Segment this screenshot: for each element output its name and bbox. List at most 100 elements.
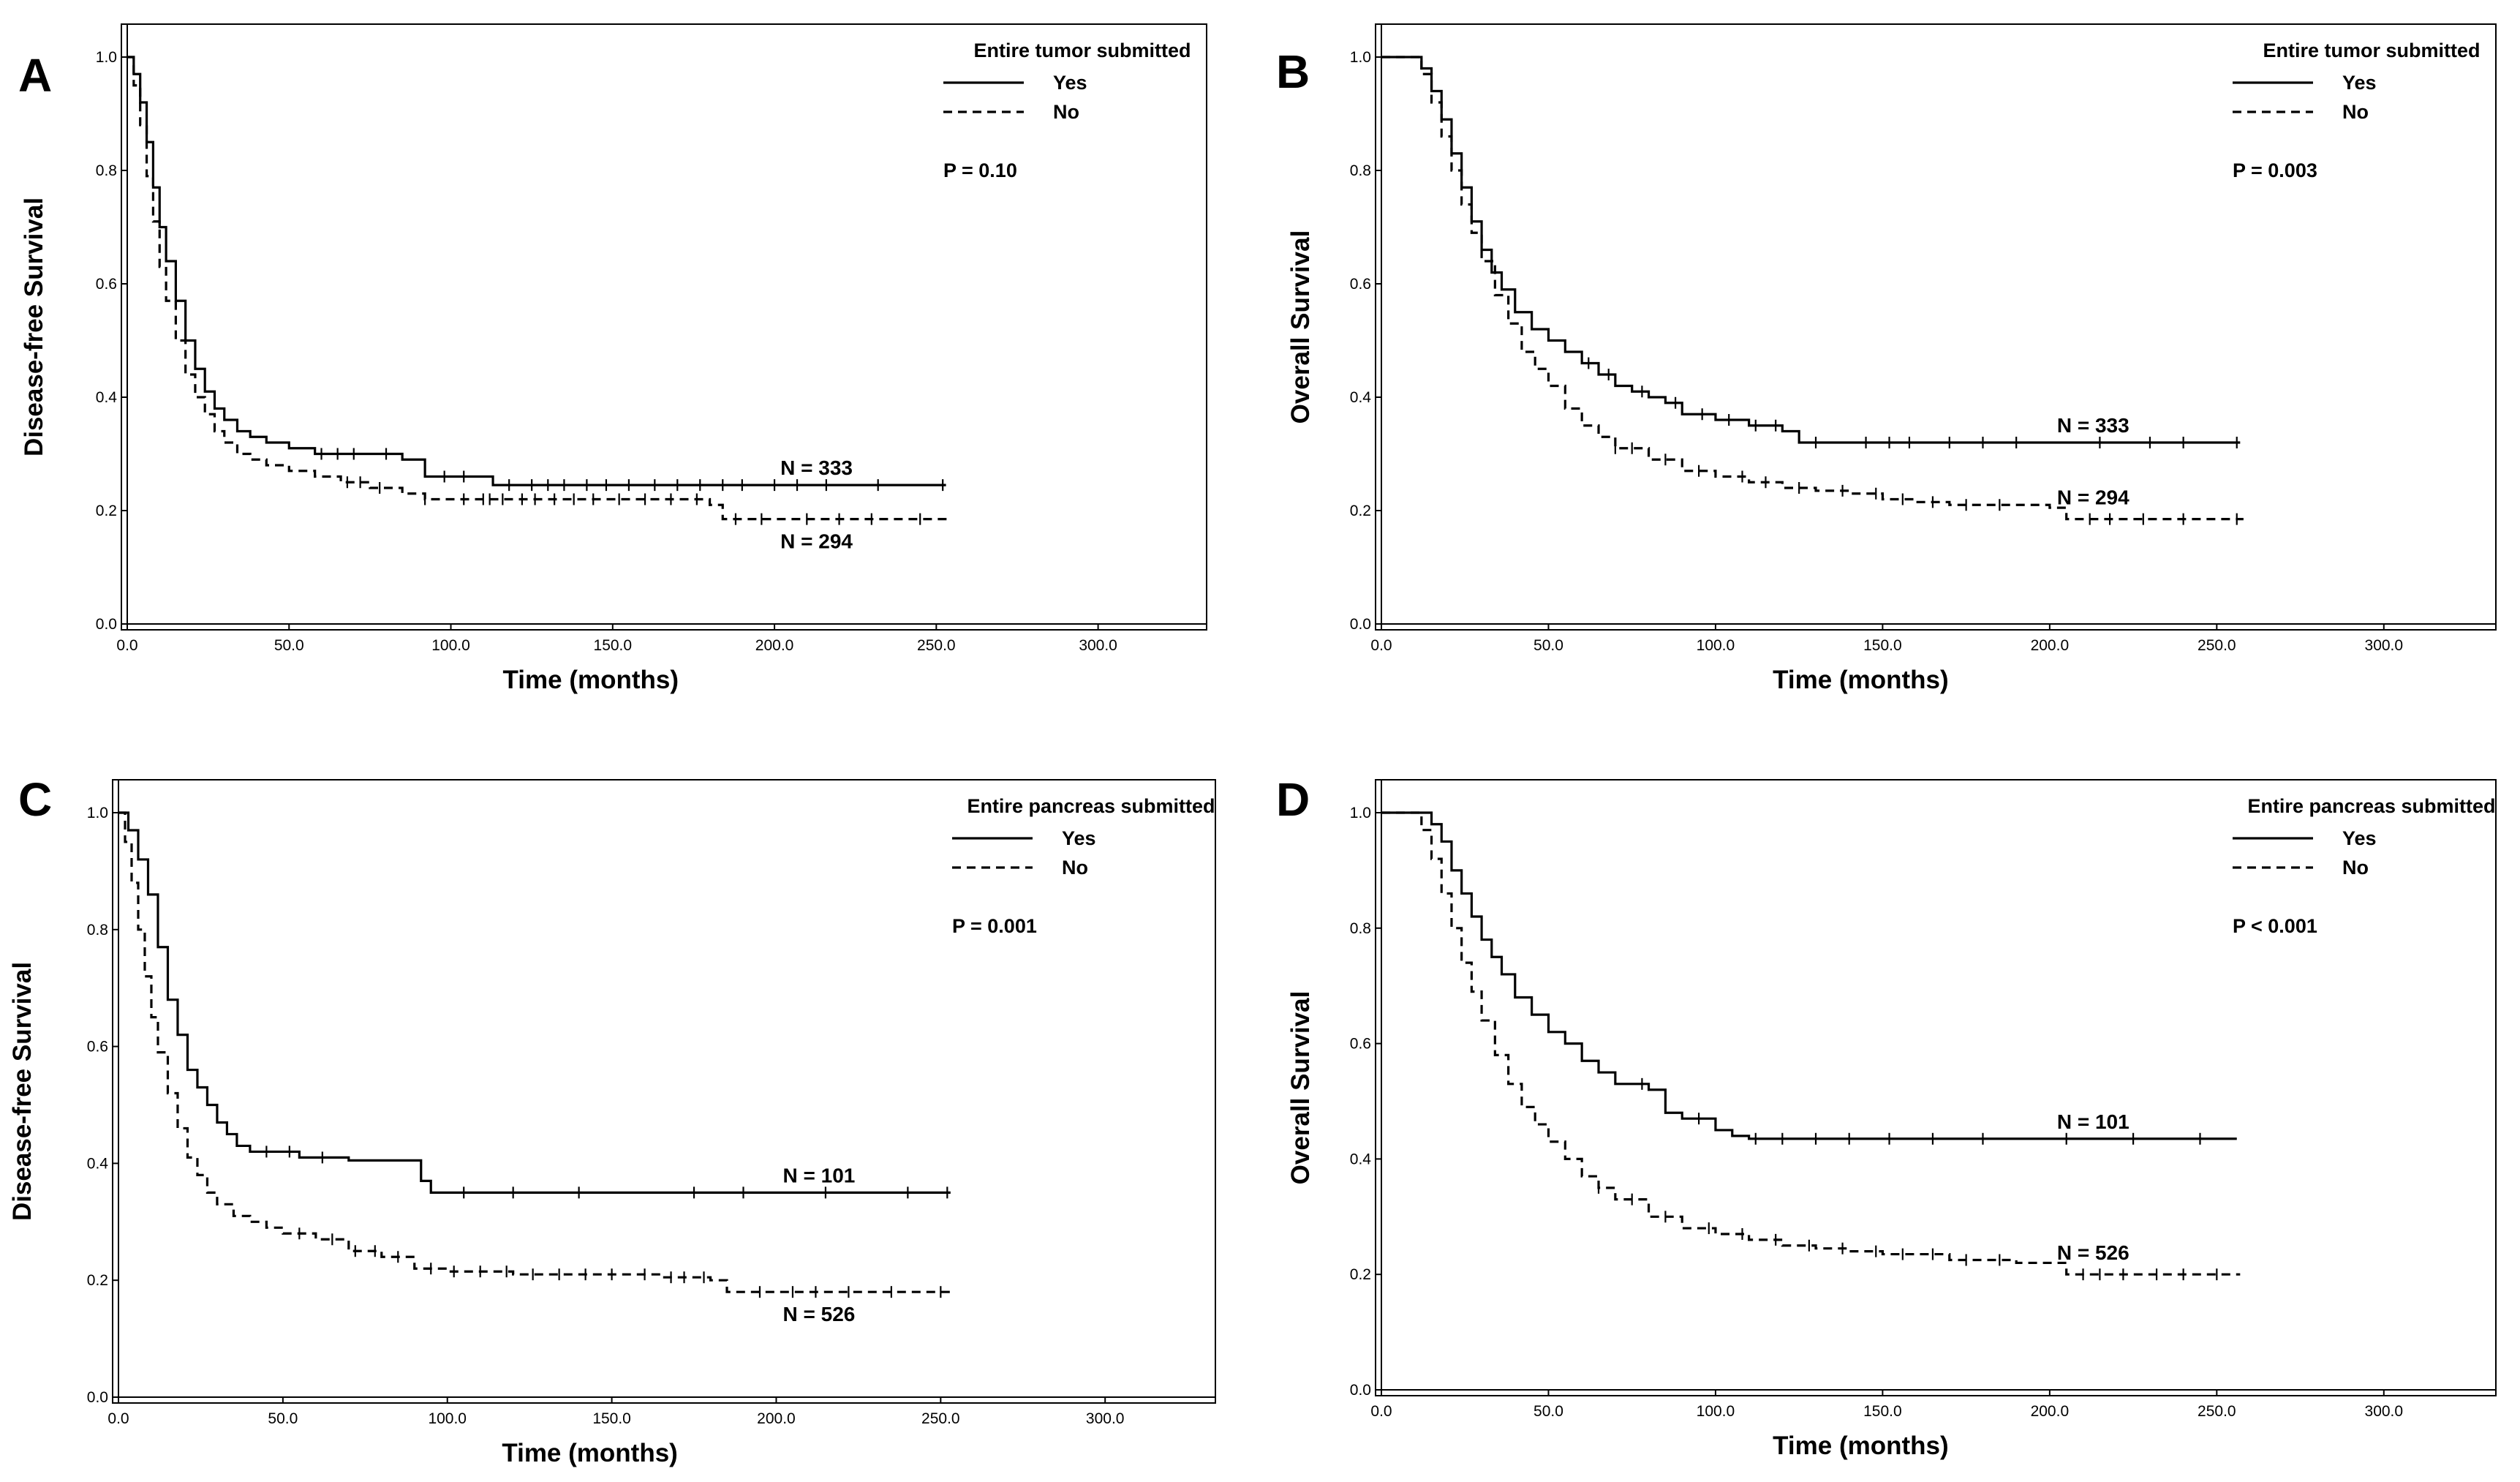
y-tick-label: 0.4: [96, 389, 118, 406]
n-label-no: N = 526: [2057, 1241, 2129, 1264]
y-tick-label: 0.8: [87, 922, 108, 939]
x-tick-label: 150.0: [1863, 1403, 1902, 1420]
legend-label-no: No: [2342, 857, 2369, 879]
x-tick-label: 50.0: [274, 637, 304, 654]
x-tick-label: 0.0: [107, 1410, 129, 1427]
panel-letter: C: [18, 773, 52, 826]
survival-curve-yes: [127, 56, 946, 486]
y-tick-label: 0.8: [1350, 920, 1371, 937]
x-tick-label: 50.0: [1533, 1403, 1563, 1420]
survival-curve-yes: [1381, 56, 2241, 444]
x-tick-label: 50.0: [1533, 637, 1563, 654]
survival-curve-no: [118, 811, 954, 1293]
y-tick-label: 0.2: [1350, 1266, 1371, 1283]
x-axis-title: Time (months): [1773, 1432, 1948, 1460]
y-tick-label: 0.8: [96, 162, 117, 179]
y-tick-label: 0.4: [87, 1155, 109, 1172]
x-tick-label: 0.0: [1370, 1403, 1392, 1420]
y-tick-label: 0.0: [87, 1389, 108, 1406]
p-value: P = 0.10: [943, 159, 1017, 181]
y-axis-title: Disease-free Survival: [8, 962, 37, 1221]
legend-label-no: No: [2342, 101, 2369, 123]
x-tick-label: 100.0: [431, 637, 470, 654]
plot-frame: [1375, 23, 2497, 631]
n-label-yes: N = 333: [2057, 414, 2129, 437]
n-label-yes: N = 333: [780, 456, 853, 479]
plot-frame: [112, 779, 1216, 1404]
plot-frame: [121, 23, 1207, 631]
n-label-yes: N = 101: [2057, 1110, 2129, 1133]
x-tick-label: 100.0: [428, 1410, 467, 1427]
legend-title: Entire tumor submitted: [973, 40, 1191, 61]
legend-title: Entire pancreas submitted: [2247, 795, 2495, 817]
y-axis-title: Overall Survival: [1286, 991, 1315, 1185]
x-tick-label: 200.0: [755, 637, 794, 654]
y-axis-title: Disease-free Survival: [20, 198, 48, 456]
y-tick-label: 0.6: [1350, 1036, 1371, 1053]
n-label-no: N = 294: [780, 530, 853, 553]
p-value: P = 0.001: [952, 915, 1037, 937]
x-axis-title: Time (months): [502, 1439, 677, 1467]
legend-title: Entire tumor submitted: [2263, 40, 2480, 61]
survival-curve-no: [1381, 56, 2244, 521]
panel-a: A 0.0 0.2 0.4 0.6 0.8 1.0 0.0 50.0 100.0 150.0 200.…: [18, 23, 1207, 694]
legend-title: Entire pancreas submitted: [967, 795, 1215, 817]
legend-label-yes: Yes: [2342, 72, 2377, 94]
x-tick-label: 300.0: [1086, 1410, 1125, 1427]
x-tick-label: 0.0: [1370, 637, 1392, 654]
n-label-yes: N = 101: [783, 1164, 856, 1186]
y-tick-label: 1.0: [1350, 805, 1371, 821]
x-tick-label: 150.0: [1863, 637, 1902, 654]
y-tick-label: 0.0: [96, 616, 117, 633]
x-axis-title: Time (months): [503, 666, 679, 694]
x-tick-label: 150.0: [594, 637, 633, 654]
survival-curve-no: [127, 56, 950, 521]
y-tick-label: 0.6: [87, 1039, 108, 1056]
legend-label-no: No: [1062, 857, 1088, 879]
x-axis-title: Time (months): [1773, 666, 1948, 694]
n-label-no: N = 294: [2057, 486, 2129, 509]
x-tick-label: 250.0: [917, 637, 956, 654]
y-axis-title: Overall Survival: [1286, 230, 1315, 424]
x-tick-label: 250.0: [2198, 637, 2236, 654]
y-tick-label: 0.8: [1350, 162, 1371, 179]
x-tick-label: 300.0: [1079, 637, 1117, 654]
x-tick-label: 300.0: [2365, 1403, 2404, 1420]
panel-letter: B: [1276, 45, 1310, 98]
survival-curve-yes: [118, 811, 951, 1194]
y-tick-label: 1.0: [96, 49, 117, 66]
panel-letter: A: [18, 49, 52, 102]
plot-frame: [1375, 779, 2497, 1396]
x-tick-label: 150.0: [592, 1410, 631, 1427]
x-tick-label: 100.0: [1697, 637, 1735, 654]
x-tick-label: 250.0: [921, 1410, 960, 1427]
legend-label-yes: Yes: [1062, 827, 1096, 849]
p-value: P < 0.001: [2233, 915, 2317, 937]
y-tick-label: 1.0: [87, 805, 108, 821]
panel-letter: D: [1276, 773, 1310, 826]
y-tick-label: 0.2: [87, 1272, 108, 1289]
x-tick-label: 250.0: [2198, 1403, 2236, 1420]
y-tick-label: 0.6: [1350, 276, 1371, 293]
panel-d: D 0.0 0.2 0.4 0.6 0.8 1.0 0.0 50.0 100.0 150.0 200.…: [1276, 773, 2497, 1460]
x-tick-label: 200.0: [2031, 637, 2070, 654]
y-tick-label: 0.0: [1350, 1382, 1371, 1399]
survival-curve-yes: [1381, 811, 2237, 1140]
legend-label-no: No: [1053, 101, 1079, 123]
panel-b: B 0.0 0.2 0.4 0.6 0.8 1.0 0.0 50.0 100.0 150.0 200.…: [1276, 23, 2497, 694]
legend-label-yes: Yes: [1053, 72, 1087, 94]
x-tick-label: 100.0: [1697, 1403, 1735, 1420]
x-tick-label: 50.0: [268, 1410, 298, 1427]
y-tick-label: 0.4: [1350, 1151, 1372, 1167]
y-tick-label: 0.4: [1350, 389, 1372, 406]
x-tick-label: 200.0: [2031, 1403, 2070, 1420]
y-tick-label: 0.2: [1350, 503, 1371, 519]
panel-c: C 0.0 0.2 0.4 0.6 0.8 1.0 0.0 50.0 100.0 150.0 200.…: [8, 773, 1216, 1467]
p-value: P = 0.003: [2233, 159, 2317, 181]
y-tick-label: 0.6: [96, 276, 117, 293]
x-tick-label: 300.0: [2365, 637, 2404, 654]
y-tick-label: 0.0: [1350, 616, 1371, 633]
y-tick-label: 0.2: [96, 503, 117, 519]
y-tick-label: 1.0: [1350, 49, 1371, 66]
